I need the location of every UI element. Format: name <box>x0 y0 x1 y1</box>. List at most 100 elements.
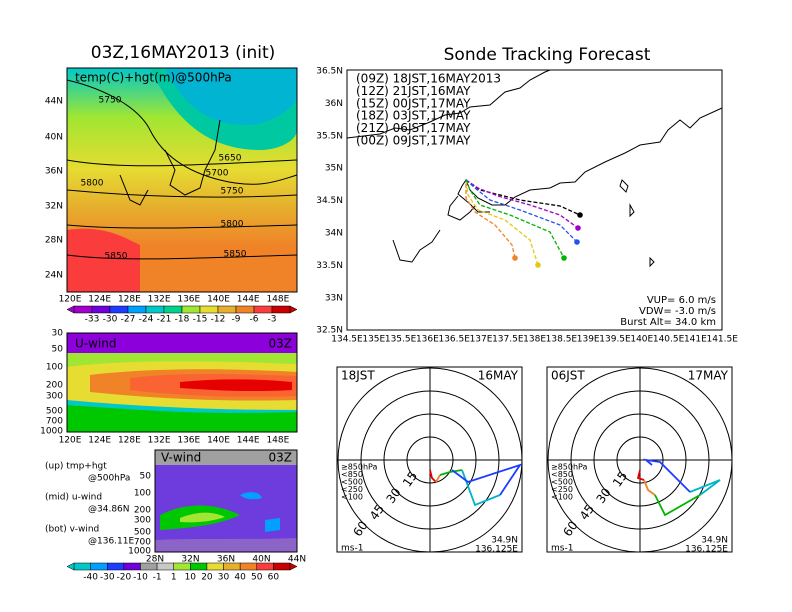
lat-label: 34.9N <box>701 536 728 546</box>
y-tick-label: 32.5N <box>316 326 343 336</box>
ring-label: 30 <box>383 485 403 506</box>
panel-label: V-wind <box>161 451 201 465</box>
contour-label: 5650 <box>219 154 242 164</box>
colorbar-cell <box>256 562 274 571</box>
panel-time: 03Z <box>269 337 293 351</box>
hodograph-trace <box>642 458 691 493</box>
level-label: <100 <box>551 493 573 502</box>
colorbar-end <box>289 562 298 571</box>
colorbar-cell <box>156 562 174 571</box>
y-tick-label: 40N <box>45 133 63 143</box>
ring-label: 30 <box>593 485 613 506</box>
ring-label: 15 <box>610 469 630 490</box>
colorbar-label: -27 <box>121 315 136 325</box>
x-tick-label: 138E <box>523 335 546 345</box>
y-tick-label: 35N <box>325 164 343 174</box>
x-tick-label: 140E <box>207 295 230 305</box>
x-tick-label: 124E <box>88 436 111 446</box>
legend-entry: (00Z) 09JST,17MAY <box>356 134 471 148</box>
colorbar-label: -12 <box>211 315 226 325</box>
x-tick-label: 36N <box>217 555 235 565</box>
hodograph-trace <box>439 469 463 476</box>
contour-label: 5750 <box>221 187 244 197</box>
legend-entry: (18Z) 03JST,17MAY <box>356 109 471 123</box>
y-tick-label: 100 <box>46 363 63 373</box>
colorbar-label: -15 <box>193 315 208 325</box>
track-param: Burst Alt= 34.0 km <box>620 317 716 328</box>
colorbar-label: -18 <box>175 315 190 325</box>
x-tick-label: 120E <box>59 295 82 305</box>
colorbar-label: -6 <box>250 315 259 325</box>
colorbar-cell <box>73 305 93 314</box>
colorbar-cell <box>190 562 208 571</box>
hodograph-trace <box>643 479 656 496</box>
colorbar-cell <box>106 562 125 571</box>
contour-label: 5850 <box>224 250 247 260</box>
x-tick-label: 135.5E <box>385 335 417 345</box>
y-tick-label: 34N <box>325 229 343 239</box>
x-tick-label: 136.5E <box>438 335 470 345</box>
colorbar-cell <box>217 305 237 314</box>
colorbar-label: -20 <box>116 573 131 583</box>
colorbar-cell <box>109 305 129 314</box>
y-tick-label: 24N <box>45 271 63 281</box>
colorbar-label: -1 <box>153 573 162 583</box>
colorbar-label: 30 <box>218 573 230 583</box>
note: @34.86N <box>88 505 130 515</box>
colorbar-cell <box>199 305 219 314</box>
colorbar-cell <box>173 562 191 571</box>
x-tick-label: 135E <box>362 335 385 345</box>
ring-label: 45 <box>577 502 597 523</box>
level-label: ≥850hPa <box>341 463 378 472</box>
legend-entry: (15Z) 00JST,17MAY <box>356 96 471 110</box>
hodograph-time: 18JST <box>341 369 375 383</box>
colorbar-label: -30 <box>100 573 115 583</box>
y-tick-label: 300 <box>134 516 151 526</box>
y-tick-label: 500 <box>134 528 151 538</box>
x-tick-label: 40N <box>252 555 270 565</box>
legend-entry: (12Z) 21JST,16MAY <box>356 84 471 98</box>
note: (up) tmp+hgt <box>45 462 107 472</box>
colorbar-label: -30 <box>103 315 118 325</box>
y-tick-label: 28N <box>45 236 63 246</box>
note: (mid) u-wind <box>45 493 102 503</box>
level-label: <100 <box>341 493 363 502</box>
colorbar-label: -9 <box>232 315 241 325</box>
panel-label: temp(C)+hgt(m)@500hPa <box>75 71 232 85</box>
tracking-map <box>346 69 723 331</box>
x-tick-label: 137.5E <box>492 335 524 345</box>
panel-time: 03Z <box>269 451 293 465</box>
contour-label: 5800 <box>221 220 244 230</box>
colorbar-cell <box>239 562 258 571</box>
colorbar-label: 50 <box>251 573 263 583</box>
hodograph-trace <box>654 494 701 517</box>
colorbar-cell <box>90 562 108 571</box>
x-tick-label: 120E <box>59 436 82 446</box>
contour-label: 5700 <box>206 169 229 179</box>
colorbar-cell <box>273 562 291 571</box>
colorbar-cell <box>91 305 111 314</box>
track-param: VDW= -3.0 m/s <box>639 306 716 317</box>
level-label: <500 <box>551 478 573 487</box>
y-tick-label: 33N <box>325 293 343 303</box>
x-tick-label: 134.5E <box>331 335 363 345</box>
y-tick-label: 32N <box>45 202 63 212</box>
lon-label: 136.125E <box>685 545 728 555</box>
colorbar-label: 10 <box>185 573 197 583</box>
x-tick-label: 32N <box>181 555 199 565</box>
y-tick-label: 200 <box>134 506 151 516</box>
contour-label: 5850 <box>105 252 128 262</box>
y-tick-label: 34.5N <box>316 196 343 206</box>
u-wind-panel <box>66 332 298 433</box>
level-label: <850 <box>341 470 363 479</box>
lat-label: 34.9N <box>491 536 518 546</box>
colorbar-cell <box>206 562 224 571</box>
note: (bot) v-wind <box>45 525 99 535</box>
x-tick-label: 44N <box>288 555 306 565</box>
y-tick-label: 700 <box>134 538 151 548</box>
colorbar-cell <box>271 305 291 314</box>
level-label: <250 <box>341 485 363 494</box>
colorbar-cell <box>123 562 141 571</box>
hodograph-trace <box>689 479 721 496</box>
